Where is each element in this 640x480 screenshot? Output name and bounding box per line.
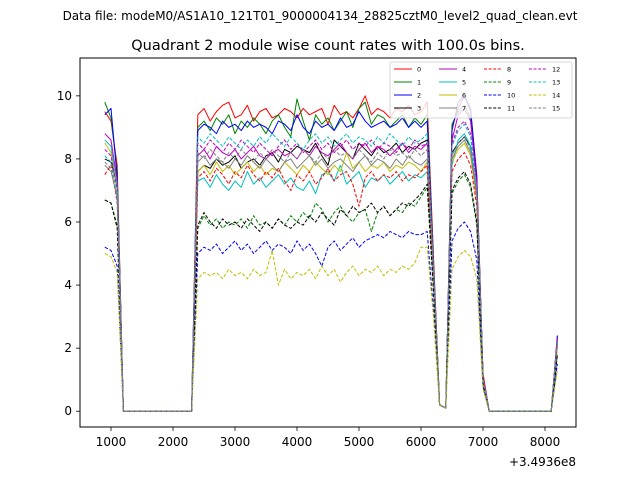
y-tick-label: 4 [64, 278, 72, 292]
y-tick-label: 8 [64, 152, 72, 166]
x-axis-offset-label: +3.4936e8 [509, 455, 576, 469]
series-line-14 [104, 246, 558, 412]
y-axis: 0 2 4 6 8 10 [57, 89, 80, 418]
legend-label-3: 3 [417, 104, 421, 112]
series-line-12 [104, 120, 558, 412]
legend-label-5: 5 [462, 78, 466, 86]
legend-label-2: 2 [417, 91, 421, 99]
x-tick-label: 3000 [220, 435, 251, 449]
legend-frame [389, 61, 573, 119]
x-tick-label: 2000 [158, 435, 189, 449]
legend-label-15: 15 [552, 104, 560, 112]
y-tick-label: 0 [64, 404, 72, 418]
series-line-15 [104, 136, 558, 412]
legend-label-12: 12 [552, 65, 560, 73]
y-tick-label: 6 [64, 215, 72, 229]
legend-label-4: 4 [462, 65, 466, 73]
legend-label-7: 7 [462, 104, 466, 112]
x-tick-label: 4000 [282, 435, 313, 449]
legend-label-8: 8 [507, 65, 511, 73]
x-tick-label: 7000 [468, 435, 499, 449]
x-tick-label: 6000 [406, 435, 437, 449]
legend-label-9: 9 [507, 78, 511, 86]
figure-suptitle: Data file: modeM0/AS1A10_121T01_90000041… [63, 9, 578, 23]
legend-label-10: 10 [507, 91, 515, 99]
legend-label-1: 1 [417, 78, 421, 86]
x-tick-label: 8000 [530, 435, 561, 449]
y-tick-label: 2 [64, 341, 72, 355]
plot-area-frame [79, 57, 577, 428]
x-tick-label: 1000 [96, 435, 127, 449]
y-tick-label: 10 [57, 89, 72, 103]
legend-label-6: 6 [462, 91, 466, 99]
x-tick-label: 5000 [344, 435, 375, 449]
legend-label-13: 13 [552, 78, 560, 86]
legend-label-0: 0 [417, 65, 421, 73]
chart-title: Quadrant 2 module wise count rates with … [131, 38, 525, 54]
x-axis: 1000 2000 3000 4000 5000 6000 7000 8000 [96, 427, 561, 449]
legend-label-11: 11 [507, 104, 515, 112]
legend-label-14: 14 [552, 91, 560, 99]
series-layer [104, 95, 558, 412]
